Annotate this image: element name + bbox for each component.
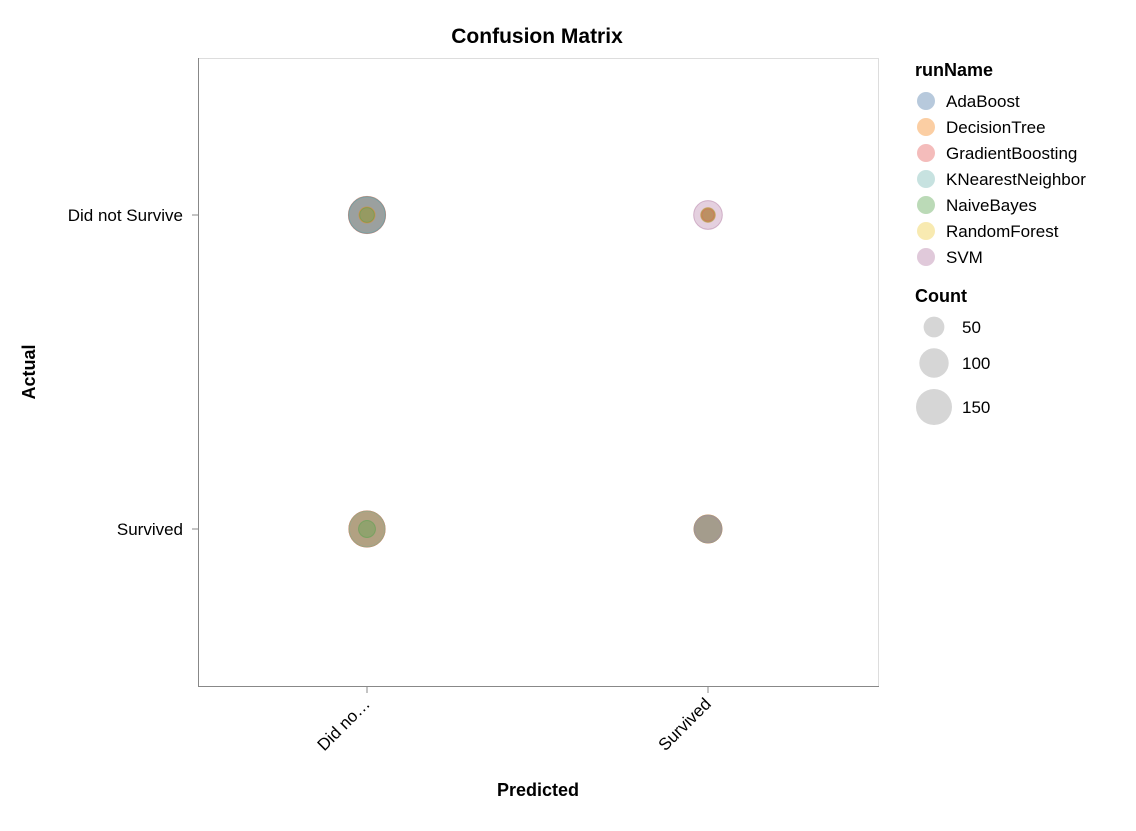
- legend-label: GradientBoosting: [946, 144, 1077, 163]
- x-tick-label: Survived: [655, 694, 715, 754]
- point-svm: [693, 514, 723, 544]
- legend-label: SVM: [946, 248, 983, 267]
- x-tick-label: Did no…: [314, 694, 374, 754]
- size-legend-label: 150: [962, 398, 990, 417]
- color-legend: AdaBoost DecisionTree GradientBoosting KNea…: [917, 92, 1086, 267]
- size-legend-label: 100: [962, 354, 990, 373]
- point-naivebayes: [358, 520, 376, 538]
- size-legend-symbol: [923, 316, 945, 338]
- size-legend-symbol: [919, 348, 949, 378]
- axes-layer: Did not Survive Survived Did no… Survived: [68, 206, 715, 755]
- legend-symbol: [917, 196, 935, 214]
- legend-symbol: [917, 144, 935, 162]
- x-axis-title: Predicted: [497, 780, 579, 800]
- size-legend-title: Count: [915, 286, 967, 306]
- point-naivebayes: [359, 207, 375, 223]
- legend-label: RandomForest: [946, 222, 1059, 241]
- color-legend-title: runName: [915, 60, 993, 80]
- marks-layer: [347, 195, 723, 548]
- legend-symbol: [917, 92, 935, 110]
- size-legend: 50 100 150: [915, 316, 990, 426]
- y-tick-label: Did not Survive: [68, 206, 183, 225]
- legend-symbol: [917, 248, 935, 266]
- legend-label: DecisionTree: [946, 118, 1046, 137]
- point-knearestneighbor: [348, 510, 386, 548]
- y-axis-title: Actual: [19, 344, 39, 399]
- size-legend-symbol: [915, 388, 953, 426]
- point-decisiontree: [358, 206, 376, 224]
- legend-symbol: [917, 222, 935, 240]
- point-svm: [693, 200, 723, 230]
- legend-symbol: [917, 118, 935, 136]
- chart-title: Confusion Matrix: [451, 25, 623, 48]
- point-gradientboosting: [701, 208, 715, 222]
- legend-symbol: [917, 170, 935, 188]
- y-tick-label: Survived: [117, 520, 183, 539]
- plot-frame: [198, 58, 879, 687]
- point-knearestneighbor: [348, 196, 386, 234]
- size-legend-label: 50: [962, 318, 981, 337]
- legend-label: AdaBoost: [946, 92, 1020, 111]
- legend-label: KNearestNeighbor: [946, 170, 1086, 189]
- legend-label: NaiveBayes: [946, 196, 1037, 215]
